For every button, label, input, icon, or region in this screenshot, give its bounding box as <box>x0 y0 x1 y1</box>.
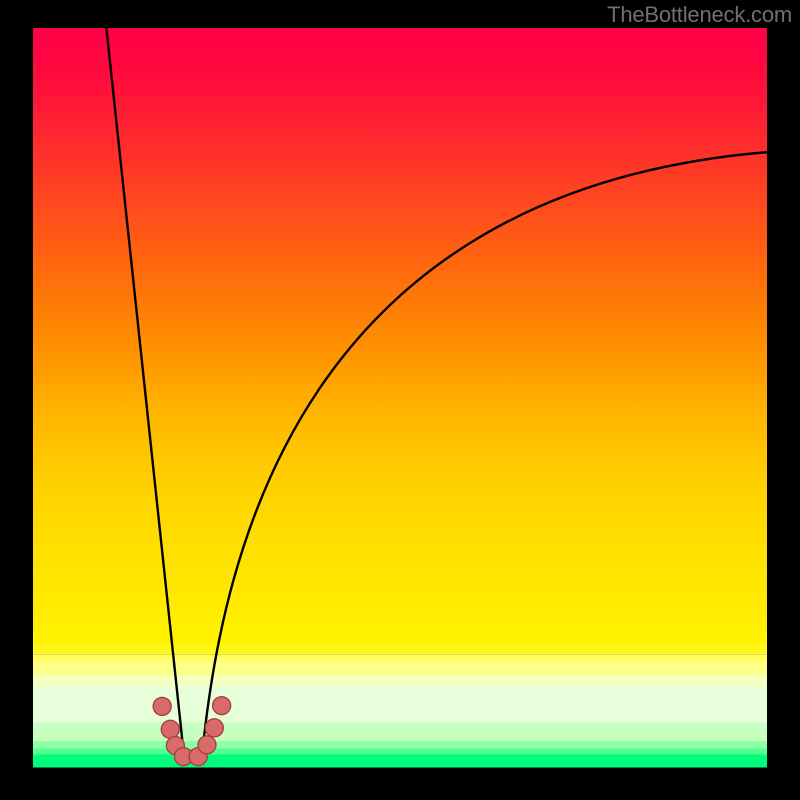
gradient-band-8 <box>33 754 767 767</box>
gradient-main <box>33 28 767 655</box>
gradient-band-3 <box>33 677 767 688</box>
watermark-text: TheBottleneck.com <box>607 2 792 28</box>
chart-svg <box>0 0 800 800</box>
gradient-band-1 <box>33 662 767 675</box>
gradient-band-7 <box>33 749 767 755</box>
marker-0 <box>153 697 171 715</box>
marker-5 <box>198 736 216 754</box>
gradient-band-0 <box>33 655 767 663</box>
gradient-band-5 <box>33 723 767 742</box>
chart-container: TheBottleneck.com <box>0 0 800 800</box>
gradient-band-4 <box>33 687 767 723</box>
marker-1 <box>161 720 179 738</box>
marker-6 <box>205 719 223 737</box>
marker-7 <box>213 697 231 715</box>
gradient-band-6 <box>33 741 767 749</box>
